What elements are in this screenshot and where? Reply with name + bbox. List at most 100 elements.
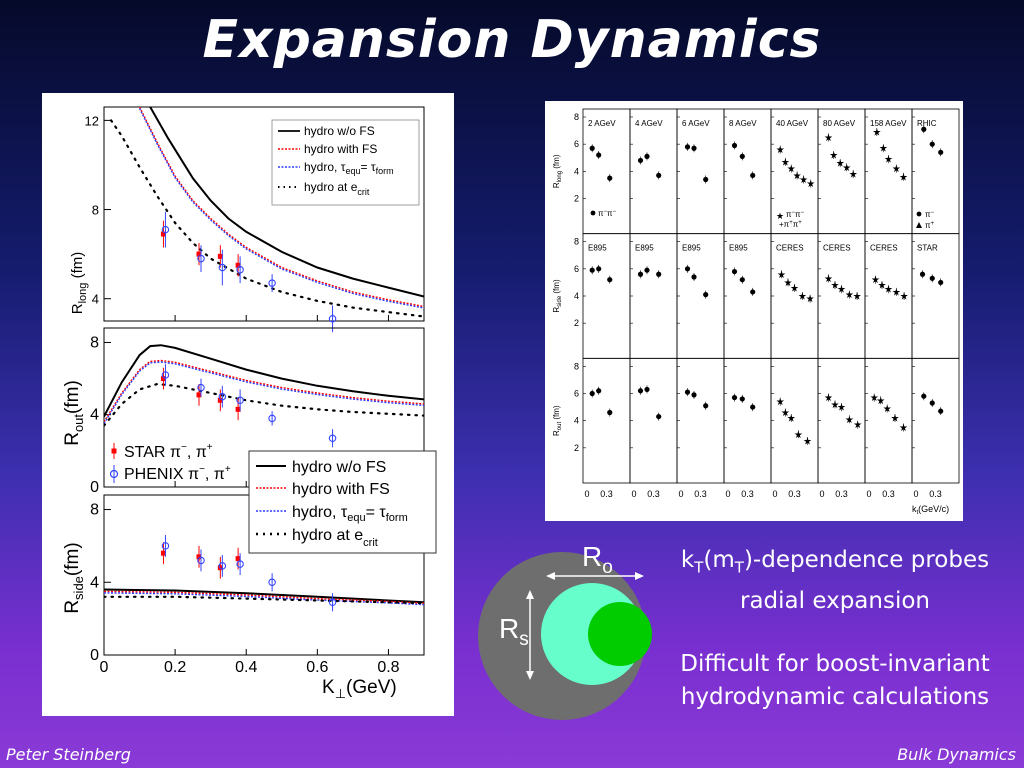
ylabel-long-unit: (fm) (69, 252, 86, 283)
xtick-label: 0 (100, 659, 109, 676)
legend-marker (916, 222, 922, 228)
xlabel-main: K (322, 677, 335, 698)
caption-kt-dependence: kT(mT)-dependence probes radial expansio… (655, 544, 1015, 618)
xlabel-sub: ⊥ (335, 686, 346, 701)
grid-point-dot (589, 390, 595, 397)
grid-cell-label: 158 AGeV (870, 119, 907, 128)
grid-cell-label: E895 (682, 244, 701, 253)
grid-point-star: ★ (870, 393, 879, 404)
right-ylabel-2: Rout (fm) (552, 405, 563, 436)
grid-point-dot (596, 152, 602, 158)
ylabel-long: Rlong (fm) (69, 252, 89, 314)
grid-point-star: ★ (790, 283, 799, 294)
grid-point-star: ★ (824, 133, 833, 144)
grid-point-star: ★ (799, 175, 808, 186)
legend-top-l3: hydro, τequ= τform (304, 160, 394, 176)
grid-point-star: ★ (781, 157, 790, 168)
caption-kt-line1: kT(mT)-dependence probes (680, 547, 990, 577)
grid-point-dot (919, 271, 926, 277)
ylabel-out-unit: (fm) (62, 380, 83, 414)
right-xtick-label: 0.3 (929, 489, 942, 499)
grid-point-star: ★ (787, 413, 796, 424)
grid-point-dot (750, 404, 756, 410)
grid-point-dot (731, 394, 738, 401)
grid-point-dot (739, 277, 745, 283)
svg-text:Rside(fm): Rside(fm) (62, 542, 86, 613)
ylabel-side-unit: (fm) (62, 542, 83, 576)
grid-point-star: ★ (777, 270, 786, 281)
grid-point-star: ★ (798, 292, 807, 303)
star-point (235, 556, 241, 562)
phenix-point (328, 315, 337, 323)
grid-point-dot (637, 157, 644, 164)
grid-point-dot (739, 153, 745, 159)
caption-boost-invariant: Difficult for boost-invariant hydrodynam… (652, 648, 1018, 714)
right-ylabel-text: Rout (fm) (552, 405, 563, 436)
grid-point-star: ★ (837, 285, 846, 296)
grid-cell (911, 357, 960, 484)
phenix-point (328, 434, 337, 442)
grid-point-dot (644, 153, 650, 159)
grid-point-dot (938, 408, 944, 414)
grid-point-star: ★ (878, 281, 887, 292)
grid-point-star: ★ (871, 275, 880, 286)
ro-arrow-head-left (546, 572, 555, 580)
grid-legend-col0: π−π− (598, 209, 617, 218)
star-point (217, 565, 223, 571)
right-ytick-label: 4 (574, 166, 579, 176)
grid-point-star: ★ (891, 413, 900, 424)
rs-label: Rs (499, 613, 529, 650)
grid-point-star: ★ (892, 164, 901, 175)
grid-point-dot (691, 392, 697, 398)
legend-phenix: PHENIX π−, π+ (124, 464, 231, 483)
grid-point-dot (921, 393, 927, 399)
legend-marker (916, 211, 922, 217)
legend-top-l1: hydro w/o FS (304, 124, 375, 138)
xtick-label: 0.8 (377, 659, 399, 676)
grid-point-star: ★ (842, 163, 851, 174)
grid-point-star: ★ (884, 285, 893, 296)
grid-point-dot (750, 172, 756, 179)
grid-point-star: ★ (776, 397, 785, 408)
grid-point-dot (938, 149, 944, 155)
ylabel-long-main: R (69, 303, 86, 314)
grid-cell-label: 6 AGeV (682, 119, 710, 128)
phenix-point (268, 578, 276, 587)
right-ytick-label: 6 (574, 389, 579, 399)
grid-point-dot (596, 388, 602, 394)
right-xtick-label: 0.3 (835, 489, 848, 499)
curves-out (104, 344, 424, 427)
grid-cell (629, 357, 678, 484)
right-xtick-label: 0 (819, 489, 824, 499)
grid-point-star: ★ (776, 145, 785, 156)
phenix-point (328, 598, 337, 607)
grid-point-star: ★ (794, 430, 803, 441)
grid-point-star: ★ (853, 292, 862, 303)
right-ytick-label: 8 (574, 237, 579, 247)
right-xtick-label: 0 (631, 489, 636, 499)
ytick-label-out: 8 (90, 334, 99, 351)
star-point (235, 406, 241, 412)
footer-author: Peter Steinberg (6, 745, 131, 764)
grid-point-star: ★ (837, 403, 846, 414)
right-ytick-label: 6 (574, 264, 579, 274)
grid-point-star: ★ (806, 294, 815, 305)
xlabel-kperp: K⊥(GeV) (322, 677, 397, 701)
phenix-point (268, 279, 276, 287)
ylabel-side-sub: side (71, 576, 86, 600)
curves-long (109, 107, 424, 318)
rs-arrow-head-bottom (526, 671, 534, 680)
grid-point-dot (731, 268, 738, 275)
slide-title: Expansion Dynamics (202, 10, 822, 70)
legend-marker: ★ (776, 211, 784, 221)
curve-out-0 (104, 344, 424, 417)
ylabel-out-main: R (62, 432, 83, 446)
grid-legend-col7: π− (925, 210, 935, 219)
right-ylabel-0: Rlong (fm) (552, 154, 563, 188)
ylabel-long-sub: long (77, 283, 89, 304)
legend-big-l3: hydro, τequ= τform (292, 504, 408, 524)
phenix-point (161, 225, 170, 234)
grid-point-dot (691, 274, 697, 280)
